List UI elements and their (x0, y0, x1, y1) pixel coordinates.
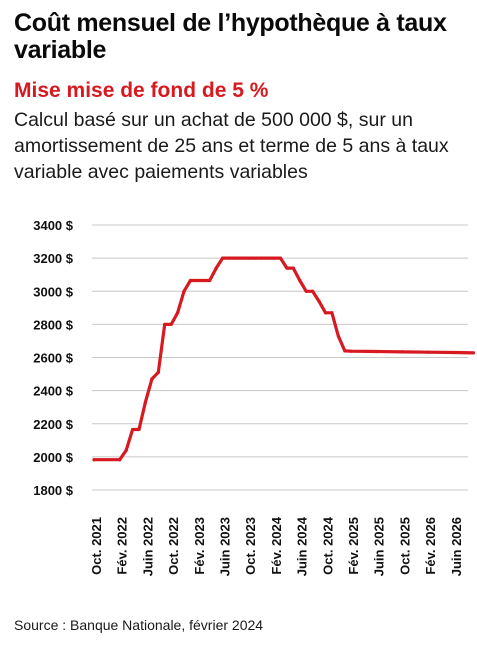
data-point (278, 256, 283, 260)
x-tick-label: Fév. 2022 (115, 517, 130, 575)
y-axis-ticks: 3400 $ 3200 $ 3000 $ 2800 $ 2600 $ 2400 $ 2200… (33, 218, 74, 498)
x-tick-label: Fév. 2023 (192, 517, 207, 575)
chart-title: Coût mensuel de l’hypothèque à taux vari… (14, 9, 447, 64)
data-point (169, 322, 173, 326)
data-point (311, 289, 315, 293)
x-tick-label: Juin 2026 (449, 517, 464, 576)
data-point (471, 351, 475, 355)
data-point (426, 350, 430, 354)
x-tick-label: Oct. 2021 (89, 517, 104, 575)
data-point (130, 427, 135, 432)
y-tick-label: 3200 $ (33, 251, 74, 266)
data-point (143, 400, 148, 404)
data-point (375, 349, 379, 354)
data-point (221, 256, 225, 260)
data-point (291, 266, 295, 270)
y-tick-label: 2400 $ (33, 384, 74, 399)
data-point (240, 256, 244, 260)
data-point (452, 350, 456, 355)
data-point (92, 458, 96, 462)
data-point (323, 311, 328, 315)
data-point (233, 256, 238, 260)
y-tick-label: 2800 $ (33, 317, 74, 332)
grid-layer (92, 224, 468, 491)
data-point (227, 256, 231, 260)
data-point (124, 448, 128, 452)
x-tick-label: Juin 2025 (372, 517, 387, 576)
x-tick-label: Oct. 2023 (243, 517, 258, 575)
x-tick-label: Fév. 2024 (269, 516, 284, 574)
data-point (137, 427, 141, 432)
source-note: Source : Banque Nationale, février 2024 (14, 617, 264, 633)
y-tick-label: 3400 $ (33, 218, 74, 233)
chart-description: Calcul basé sur un achat de 500 000 $, s… (14, 109, 449, 183)
y-tick-label: 2000 $ (33, 450, 74, 465)
data-point (150, 377, 154, 381)
data-point (214, 266, 218, 270)
y-tick-label: 1800 $ (33, 483, 74, 498)
x-tick-label: Juin 2024 (295, 516, 310, 576)
data-point (163, 322, 167, 326)
data-point (188, 278, 193, 283)
x-tick-label: Oct. 2025 (397, 517, 412, 575)
data-point (208, 278, 212, 283)
series-line (92, 256, 475, 462)
data-point (349, 349, 353, 353)
y-tick-label: 3000 $ (33, 284, 74, 299)
data-point (285, 266, 289, 270)
data-point (336, 334, 340, 338)
x-tick-label: Fév. 2026 (423, 517, 438, 575)
data-point (118, 458, 122, 462)
x-tick-label: Oct. 2024 (320, 516, 335, 575)
series-layer (92, 256, 475, 462)
x-tick-label: Juin 2022 (140, 517, 155, 576)
x-tick-label: Fév. 2025 (346, 517, 361, 575)
data-point (175, 311, 180, 315)
x-axis-ticks: Oct. 2021 Fév. 2022 Juin 2022 Oct. 2022 Fév.… (89, 516, 464, 576)
data-point (317, 299, 321, 303)
data-point (201, 278, 205, 283)
y-tick-label: 2200 $ (33, 417, 74, 432)
data-point (182, 289, 186, 293)
data-point (246, 256, 250, 260)
y-tick-label: 2600 $ (33, 351, 74, 366)
data-point (253, 256, 257, 260)
data-point (343, 349, 347, 353)
chart-subtitle: Mise mise de fond de 5 % (14, 79, 269, 102)
data-point (195, 278, 199, 283)
data-point (304, 289, 308, 293)
data-point (266, 256, 270, 260)
data-point (272, 256, 276, 260)
data-point (156, 370, 160, 375)
data-point (401, 350, 405, 354)
x-tick-label: Juin 2023 (218, 517, 233, 576)
data-point (259, 256, 263, 260)
data-point (330, 311, 334, 315)
x-tick-label: Oct. 2022 (166, 517, 181, 575)
data-point (298, 278, 302, 283)
